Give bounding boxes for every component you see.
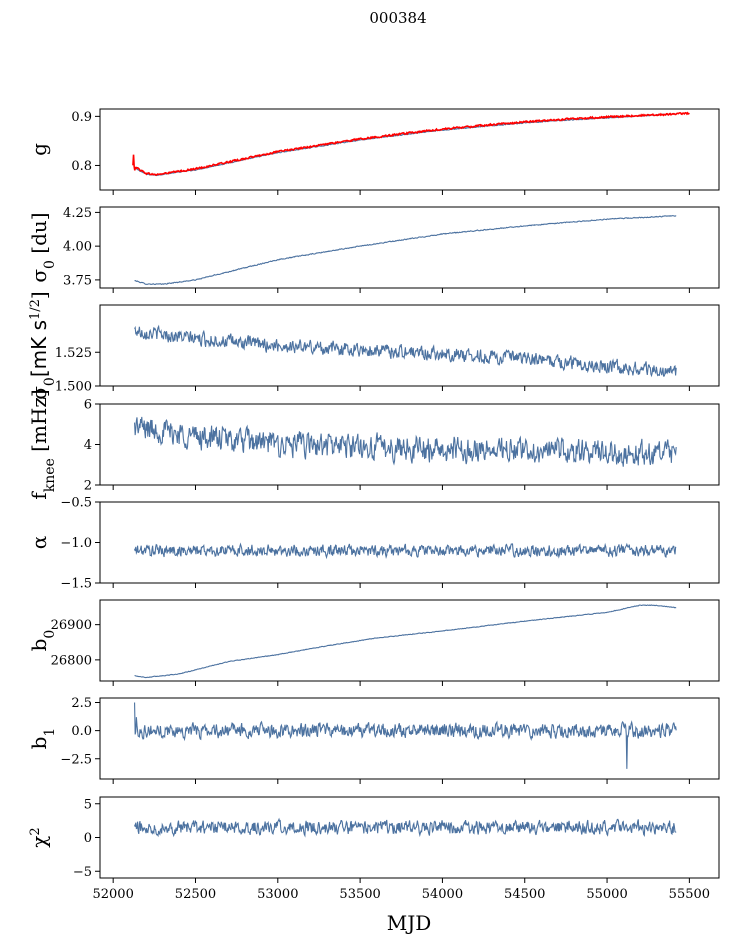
figure-suptitle: 000384 bbox=[369, 9, 426, 27]
ytick-label-b1: 2.5 bbox=[71, 696, 92, 711]
series-line-alpha-main bbox=[134, 542, 677, 560]
xtick-label: 55000 bbox=[586, 887, 627, 902]
y-axis-label-chi2: χ2 bbox=[27, 827, 51, 847]
ytick-label-fknee: 6 bbox=[84, 398, 92, 413]
series-line-b1-main bbox=[134, 702, 677, 769]
series-line-chi2-main bbox=[134, 817, 677, 838]
ytick-label-chi2: 0 bbox=[84, 831, 92, 846]
series-line-g-main bbox=[134, 113, 677, 177]
panels-group: 0.8 0.9 g 3.75 4.00 4.25 σ0 [du] 1.500 1.525σ0[m… bbox=[27, 108, 720, 902]
panel-frame-sigma0_mk bbox=[99, 304, 720, 387]
ytick-label-alpha: −1.0 bbox=[60, 536, 92, 551]
ytick-label-b0: 26800 bbox=[51, 653, 92, 668]
panel-frame-sigma0_du bbox=[99, 206, 720, 289]
ytick-label-alpha: −0.5 bbox=[60, 496, 92, 511]
ytick-label-alpha: −1.5 bbox=[60, 577, 92, 592]
xtick-label: 54500 bbox=[504, 887, 545, 902]
ytick-label-b1: −2.5 bbox=[60, 752, 92, 767]
series-line-b0-main bbox=[134, 604, 677, 679]
panel-frame-fknee bbox=[99, 403, 720, 486]
ytick-label-g: 0.8 bbox=[71, 159, 92, 174]
ytick-label-sigma0_du: 4.25 bbox=[63, 206, 92, 221]
panel-frame-b1 bbox=[99, 697, 720, 780]
xtick-label: 53000 bbox=[257, 887, 298, 902]
y-axis-label-alpha: α bbox=[27, 536, 51, 550]
xtick-label: 53500 bbox=[339, 887, 380, 902]
ytick-label-fknee: 2 bbox=[84, 479, 92, 494]
ytick-label-sigma0_du: 3.75 bbox=[63, 273, 92, 288]
panel-frame-g bbox=[99, 108, 720, 191]
ytick-label-fknee: 4 bbox=[84, 438, 92, 453]
panel-frame-alpha bbox=[99, 501, 720, 584]
ytick-label-sigma0_mk: 1.500 bbox=[55, 380, 92, 395]
ytick-label-chi2: −5 bbox=[73, 865, 92, 880]
y-axis-label-g: g bbox=[27, 143, 51, 156]
panel-frame-chi2 bbox=[99, 796, 720, 879]
series-line-fknee-main bbox=[134, 416, 677, 467]
ytick-label-sigma0_mk: 1.525 bbox=[55, 346, 92, 361]
panel-frame-b0 bbox=[99, 599, 720, 682]
series-line-g-overlay bbox=[132, 111, 690, 176]
x-axis-label: MJD bbox=[387, 911, 432, 935]
y-axis-label-sigma0_du: σ0 [du] bbox=[27, 212, 58, 282]
ytick-label-b1: 0.0 bbox=[71, 724, 92, 739]
xtick-label: 54000 bbox=[422, 887, 463, 902]
ytick-label-sigma0_du: 4.00 bbox=[63, 240, 92, 255]
ytick-label-b0: 26900 bbox=[51, 618, 92, 633]
xtick-label: 55500 bbox=[669, 887, 710, 902]
series-line-sigma0_du-main bbox=[134, 214, 677, 286]
y-axis-label-sigma0_mk: σ0[mK s1/2] bbox=[27, 291, 58, 400]
y-axis-label-fknee: fknee [mHz] bbox=[27, 389, 58, 499]
y-axis-label-b0: b0 bbox=[27, 630, 58, 652]
ytick-label-g: 0.9 bbox=[71, 110, 92, 125]
xtick-label: 52500 bbox=[175, 887, 216, 902]
xtick-label: 52000 bbox=[92, 887, 133, 902]
ytick-label-chi2: 5 bbox=[84, 797, 92, 812]
series-line-sigma0_mk-main bbox=[134, 324, 677, 378]
y-axis-label-b1: b1 bbox=[27, 728, 58, 750]
